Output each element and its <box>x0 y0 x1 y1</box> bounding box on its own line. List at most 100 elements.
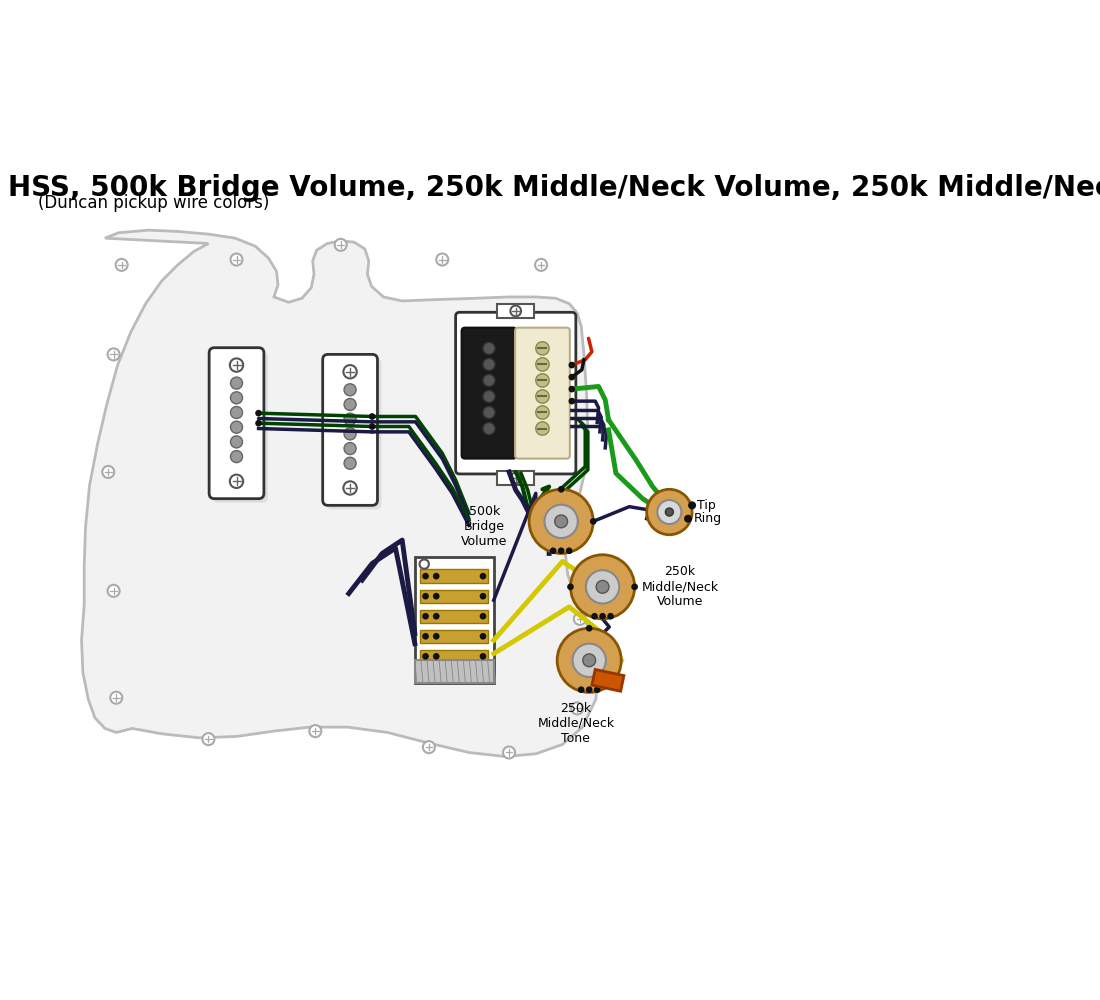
Circle shape <box>483 358 495 370</box>
Circle shape <box>536 406 549 419</box>
Circle shape <box>422 593 429 600</box>
Bar <box>420 610 488 623</box>
FancyBboxPatch shape <box>213 352 268 503</box>
Circle shape <box>116 259 128 271</box>
Circle shape <box>343 365 356 378</box>
Circle shape <box>536 342 549 355</box>
Circle shape <box>433 653 440 660</box>
Circle shape <box>433 573 440 579</box>
Circle shape <box>483 406 495 419</box>
Text: HSS, 500k Bridge Volume, 250k Middle/Neck Volume, 250k Middle/Neck Tone: HSS, 500k Bridge Volume, 250k Middle/Nec… <box>8 174 1100 202</box>
FancyBboxPatch shape <box>462 328 516 459</box>
FancyBboxPatch shape <box>327 358 382 509</box>
Circle shape <box>483 390 495 402</box>
Circle shape <box>230 475 243 488</box>
Circle shape <box>433 633 440 640</box>
Circle shape <box>422 633 429 640</box>
Bar <box>420 630 488 643</box>
Circle shape <box>255 420 262 427</box>
Circle shape <box>550 547 557 554</box>
Circle shape <box>433 613 440 620</box>
FancyBboxPatch shape <box>322 354 377 505</box>
Circle shape <box>569 398 575 404</box>
Circle shape <box>600 613 606 620</box>
Circle shape <box>510 306 521 316</box>
Circle shape <box>309 725 321 737</box>
Circle shape <box>344 443 356 455</box>
Circle shape <box>344 413 356 425</box>
Circle shape <box>202 733 215 745</box>
Bar <box>497 471 535 485</box>
Text: Tip: Tip <box>697 499 716 512</box>
Circle shape <box>480 593 486 600</box>
Circle shape <box>231 436 242 448</box>
Bar <box>420 650 488 663</box>
Circle shape <box>231 406 242 419</box>
FancyBboxPatch shape <box>209 348 264 499</box>
Circle shape <box>535 259 547 271</box>
Circle shape <box>483 374 495 386</box>
Circle shape <box>571 555 635 619</box>
Circle shape <box>583 654 595 667</box>
Circle shape <box>108 348 120 360</box>
Circle shape <box>480 633 486 640</box>
Circle shape <box>568 583 574 590</box>
Circle shape <box>569 374 575 380</box>
Circle shape <box>344 457 356 469</box>
Circle shape <box>231 421 242 433</box>
Circle shape <box>231 451 242 463</box>
Circle shape <box>231 392 242 404</box>
Circle shape <box>231 254 242 266</box>
Circle shape <box>689 501 696 509</box>
Circle shape <box>344 398 356 410</box>
Circle shape <box>565 547 572 554</box>
Circle shape <box>422 573 429 579</box>
Circle shape <box>344 384 356 396</box>
Bar <box>415 557 494 683</box>
Circle shape <box>344 428 356 440</box>
Bar <box>497 304 535 318</box>
Polygon shape <box>592 669 624 691</box>
Circle shape <box>586 625 593 632</box>
Bar <box>420 590 488 603</box>
Circle shape <box>480 653 486 660</box>
Circle shape <box>480 613 486 620</box>
Circle shape <box>594 686 601 693</box>
Circle shape <box>368 413 375 420</box>
Circle shape <box>422 653 429 660</box>
Circle shape <box>483 423 495 435</box>
Circle shape <box>658 500 681 524</box>
Circle shape <box>596 580 609 593</box>
Circle shape <box>536 390 549 403</box>
Circle shape <box>437 254 449 266</box>
Circle shape <box>536 422 549 435</box>
Circle shape <box>343 481 356 495</box>
Circle shape <box>536 358 549 371</box>
Circle shape <box>433 593 440 600</box>
Circle shape <box>572 644 606 677</box>
Circle shape <box>480 573 486 579</box>
Circle shape <box>571 702 583 714</box>
Circle shape <box>631 583 638 590</box>
Circle shape <box>483 342 495 354</box>
Circle shape <box>558 547 564 554</box>
Bar <box>420 569 488 583</box>
Circle shape <box>255 410 262 417</box>
Circle shape <box>368 423 375 430</box>
Circle shape <box>647 489 692 535</box>
Circle shape <box>419 559 429 569</box>
Circle shape <box>558 486 564 493</box>
Circle shape <box>569 362 575 368</box>
Text: 500k
Bridge
Volume: 500k Bridge Volume <box>461 505 508 548</box>
Circle shape <box>334 239 346 251</box>
Circle shape <box>591 613 598 620</box>
Circle shape <box>231 377 242 389</box>
Circle shape <box>684 515 692 523</box>
Circle shape <box>569 386 575 392</box>
Text: (Duncan pickup wire colors): (Duncan pickup wire colors) <box>39 194 270 212</box>
Circle shape <box>586 570 619 604</box>
Circle shape <box>510 473 521 483</box>
Circle shape <box>529 489 593 553</box>
Circle shape <box>666 508 673 516</box>
Circle shape <box>571 529 583 541</box>
